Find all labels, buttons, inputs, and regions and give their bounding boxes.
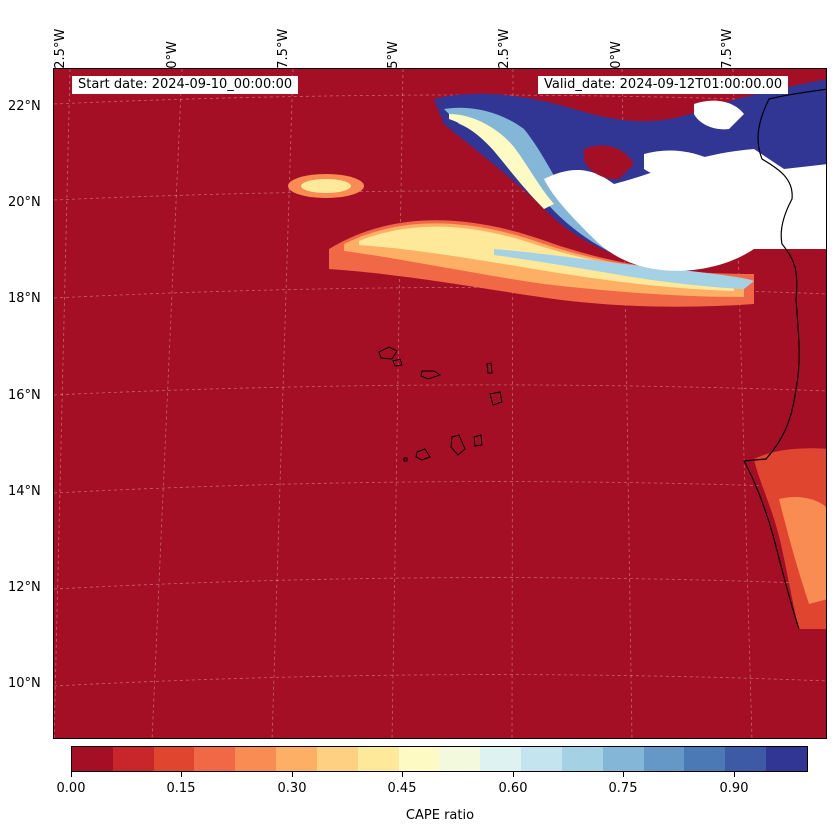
colorbar-segment xyxy=(72,747,113,771)
colorbar-tick-label: 0.90 xyxy=(719,781,749,796)
cape-low-patch xyxy=(584,145,634,180)
colorbar-tick-label: 0.75 xyxy=(608,781,638,796)
lat-label: 14°N xyxy=(8,484,41,499)
lat-label: 12°N xyxy=(8,580,41,595)
lat-label: 10°N xyxy=(8,676,41,691)
colorbar-tick-label: 0.15 xyxy=(166,781,196,796)
colorbar-segment xyxy=(643,747,685,771)
colorbar-segment xyxy=(684,747,726,771)
lat-label: 18°N xyxy=(8,291,41,306)
colorbar-segment xyxy=(357,747,399,771)
colorbar-segment xyxy=(561,747,603,771)
africa-coastline xyxy=(743,88,826,630)
lat-label: 22°N xyxy=(8,99,41,114)
colorbar-segment xyxy=(602,747,644,771)
colorbar-segment xyxy=(521,747,562,771)
no-data-mask xyxy=(544,100,826,271)
colorbar-segment xyxy=(276,747,317,771)
gridlines xyxy=(54,69,826,738)
colorbar-segment xyxy=(480,747,522,771)
colorbar-segment xyxy=(398,747,440,771)
map-panel xyxy=(53,68,827,739)
lat-label: 16°N xyxy=(8,388,41,403)
colorbar-tick xyxy=(71,772,72,777)
colorbar-title: CAPE ratio xyxy=(405,808,475,823)
colorbar-tick xyxy=(181,772,182,777)
cape-band-west xyxy=(329,220,754,307)
colorbar-segment xyxy=(725,747,767,771)
colorbar-tick xyxy=(513,772,514,777)
colorbar-segment xyxy=(766,747,807,771)
colorbar-segment xyxy=(194,747,236,771)
cape-ratio-map xyxy=(54,69,826,738)
colorbar-segment xyxy=(153,747,195,771)
colorbar-segment xyxy=(316,747,358,771)
colorbar xyxy=(71,746,808,772)
colorbar-segment xyxy=(235,747,277,771)
colorbar-tick xyxy=(734,772,735,777)
lat-label: 20°N xyxy=(8,195,41,210)
land-cape-patches xyxy=(754,448,826,629)
colorbar-tick xyxy=(292,772,293,777)
colorbar-tick-label: 0.45 xyxy=(387,781,417,796)
colorbar-tick-label: 0.00 xyxy=(56,781,86,796)
valid-date-label: Valid_date: 2024-09-12T01:00:00.00 xyxy=(538,76,789,94)
start-date-label: Start date: 2024-09-10_00:00:00 xyxy=(72,76,299,94)
cape-blob-small xyxy=(288,174,364,198)
colorbar-tick xyxy=(623,772,624,777)
colorbar-tick-label: 0.60 xyxy=(498,781,528,796)
colorbar-segment xyxy=(439,747,481,771)
cape-verde-islands xyxy=(378,346,503,462)
colorbar-tick xyxy=(402,772,403,777)
colorbar-tick-label: 0.30 xyxy=(277,781,307,796)
colorbar-segment xyxy=(112,747,154,771)
